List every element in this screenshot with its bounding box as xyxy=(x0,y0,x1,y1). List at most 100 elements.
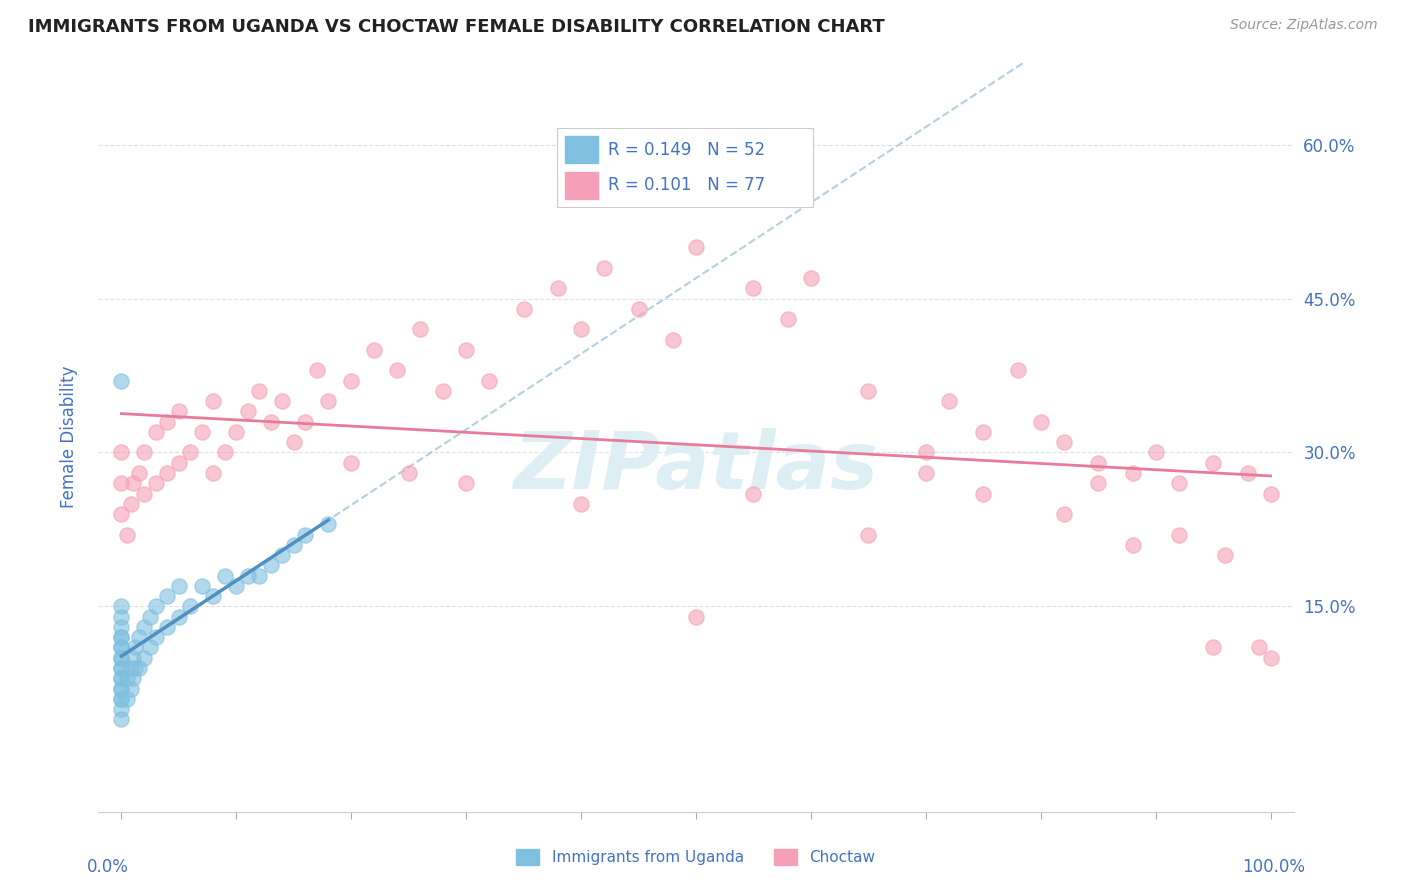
Point xyxy=(134,486,156,500)
Point xyxy=(110,640,132,655)
Point xyxy=(122,476,145,491)
Point xyxy=(110,650,132,665)
Point xyxy=(120,497,142,511)
Point xyxy=(742,486,765,500)
Point xyxy=(145,476,167,491)
Point xyxy=(363,343,385,357)
Point xyxy=(858,384,880,398)
Point xyxy=(214,445,236,459)
Point xyxy=(776,312,799,326)
Point xyxy=(685,609,707,624)
Point xyxy=(236,404,259,418)
Bar xyxy=(565,136,598,163)
Point xyxy=(456,476,478,491)
Point xyxy=(124,661,146,675)
Point xyxy=(340,374,363,388)
Point xyxy=(156,589,179,603)
Point xyxy=(110,691,132,706)
Point xyxy=(110,374,132,388)
Point xyxy=(110,702,132,716)
Point xyxy=(662,333,685,347)
Point xyxy=(316,394,339,409)
Point xyxy=(110,640,132,655)
Point xyxy=(128,661,150,675)
Text: Source: ZipAtlas.com: Source: ZipAtlas.com xyxy=(1230,18,1378,32)
Point xyxy=(398,466,420,480)
Point xyxy=(139,609,162,624)
Point xyxy=(247,568,270,582)
Point xyxy=(271,548,294,562)
Point xyxy=(167,579,190,593)
Point xyxy=(110,691,132,706)
Point xyxy=(260,415,283,429)
Point xyxy=(167,609,190,624)
Point xyxy=(134,620,156,634)
Point xyxy=(685,240,707,254)
Point xyxy=(409,322,432,336)
Point xyxy=(1144,445,1167,459)
Point xyxy=(1122,538,1144,552)
Point xyxy=(914,466,936,480)
Point xyxy=(110,650,132,665)
Point xyxy=(110,630,132,644)
Point xyxy=(1260,486,1282,500)
Point xyxy=(1087,476,1109,491)
Point xyxy=(1167,527,1189,541)
Point xyxy=(115,691,138,706)
Point xyxy=(1260,650,1282,665)
Point xyxy=(271,394,294,409)
Point xyxy=(569,322,592,336)
Point xyxy=(139,640,162,655)
Point xyxy=(858,527,880,541)
Point xyxy=(512,301,534,316)
Point xyxy=(156,466,179,480)
Point xyxy=(134,650,156,665)
Point xyxy=(120,661,142,675)
Point xyxy=(145,425,167,439)
Point xyxy=(122,671,145,685)
Point xyxy=(134,445,156,459)
Text: R = 0.101   N = 77: R = 0.101 N = 77 xyxy=(609,176,765,194)
Point xyxy=(742,281,765,295)
Point xyxy=(202,466,225,480)
Point xyxy=(294,527,316,541)
Point xyxy=(1213,548,1236,562)
Text: 100.0%: 100.0% xyxy=(1243,858,1306,876)
Point xyxy=(167,404,190,418)
Point xyxy=(110,712,132,726)
Point xyxy=(283,538,305,552)
Point xyxy=(214,568,236,582)
Point xyxy=(283,435,305,450)
Point xyxy=(972,486,994,500)
Point xyxy=(115,671,138,685)
Point xyxy=(122,650,145,665)
Point xyxy=(1167,476,1189,491)
Point xyxy=(191,425,214,439)
Point xyxy=(156,415,179,429)
Point xyxy=(110,476,132,491)
Text: ZIPatlas: ZIPatlas xyxy=(513,428,879,506)
Point xyxy=(110,445,132,459)
Point xyxy=(1029,415,1052,429)
Point xyxy=(294,415,316,429)
Point xyxy=(547,281,569,295)
Point xyxy=(1202,640,1225,655)
Point xyxy=(800,271,823,285)
Point xyxy=(1247,640,1270,655)
Point xyxy=(120,681,142,696)
Point xyxy=(115,527,138,541)
Point xyxy=(1122,466,1144,480)
Point xyxy=(110,681,132,696)
Bar xyxy=(565,172,598,199)
Point xyxy=(128,630,150,644)
Legend: Immigrants from Uganda, Choctaw: Immigrants from Uganda, Choctaw xyxy=(510,843,882,871)
Y-axis label: Female Disability: Female Disability xyxy=(59,366,77,508)
Point xyxy=(247,384,270,398)
Point xyxy=(145,599,167,614)
Point xyxy=(236,568,259,582)
Point xyxy=(110,661,132,675)
Point xyxy=(456,343,478,357)
Point xyxy=(385,363,409,377)
Point xyxy=(124,640,146,655)
Point xyxy=(1053,507,1076,521)
